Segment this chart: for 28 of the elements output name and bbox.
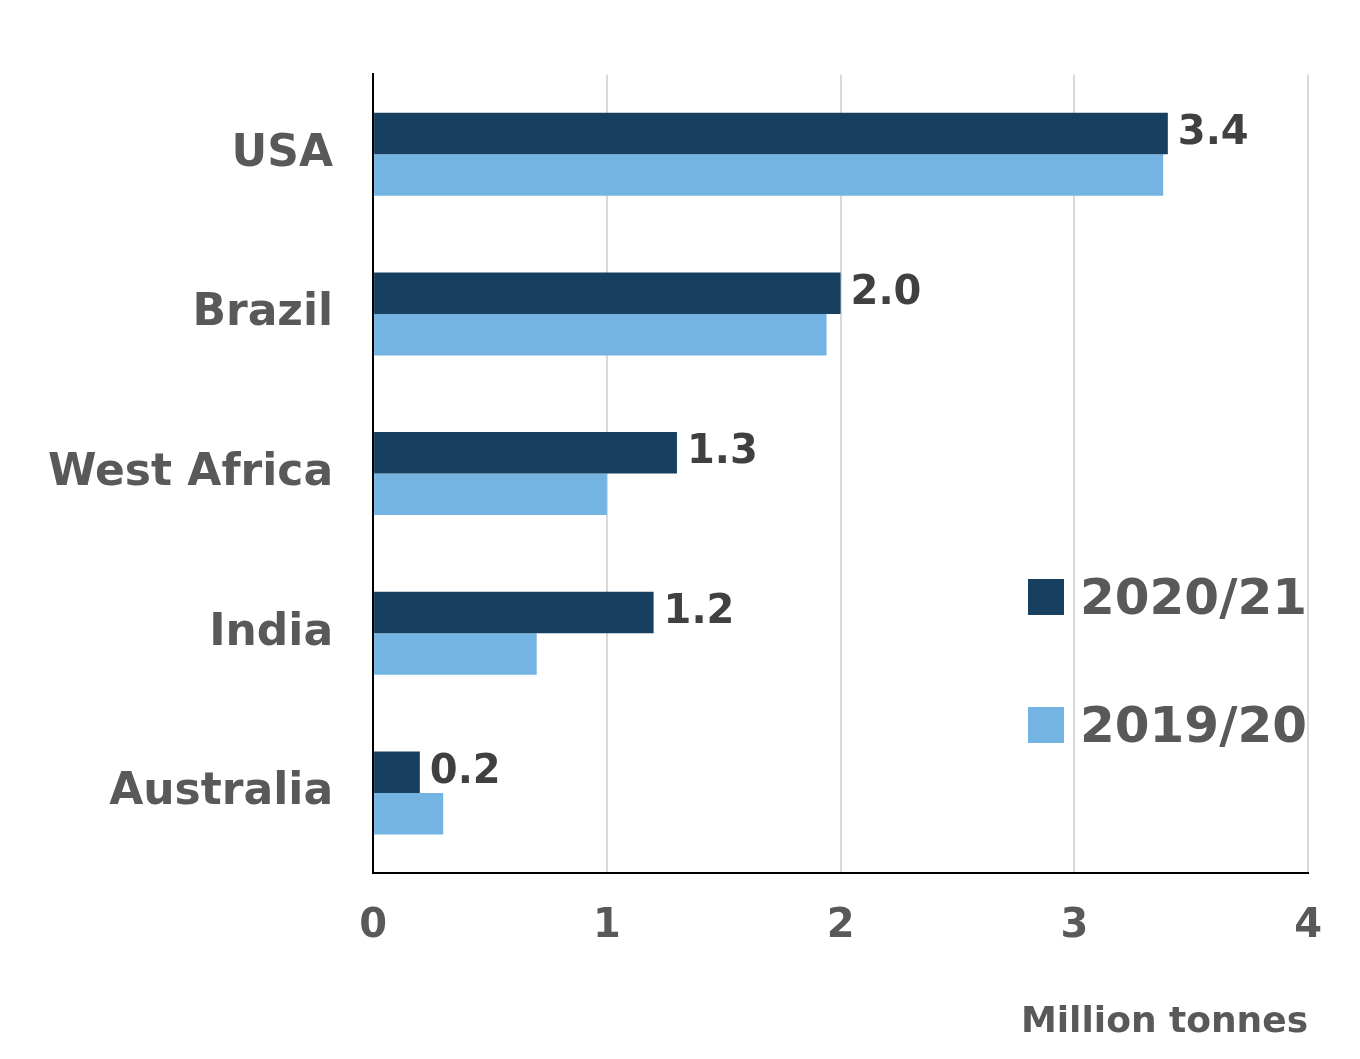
y-tick-label: West Africa xyxy=(47,444,334,496)
bar xyxy=(374,154,1164,196)
bar xyxy=(374,473,607,516)
x-tick-label: 4 xyxy=(1294,900,1323,947)
data-label: 0.2 xyxy=(429,745,501,792)
x-tick-label: 1 xyxy=(592,900,621,947)
x-tick-label: 0 xyxy=(359,900,388,947)
legend-label: 2020/21 xyxy=(1080,568,1308,626)
x-tick-label: 2 xyxy=(826,900,855,947)
bar xyxy=(374,633,537,675)
bar xyxy=(374,591,654,634)
data-label: 2.0 xyxy=(850,266,922,313)
bar xyxy=(374,751,420,793)
y-tick-label: Australia xyxy=(109,763,334,815)
y-tick-label: Brazil xyxy=(192,284,334,336)
data-label: 1.2 xyxy=(663,585,735,632)
bar xyxy=(374,272,841,314)
bar xyxy=(374,432,677,474)
y-tick-label: India xyxy=(209,603,334,655)
bar xyxy=(374,792,444,835)
bar xyxy=(374,313,827,356)
x-axis-title: Million tonnes xyxy=(1020,998,1309,1040)
data-label: 1.3 xyxy=(686,426,758,473)
legend-label: 2019/20 xyxy=(1080,696,1308,754)
data-label: 3.4 xyxy=(1177,106,1249,153)
y-tick-label: USA xyxy=(231,124,334,176)
bar xyxy=(374,112,1168,155)
x-tick-label: 3 xyxy=(1060,900,1089,947)
